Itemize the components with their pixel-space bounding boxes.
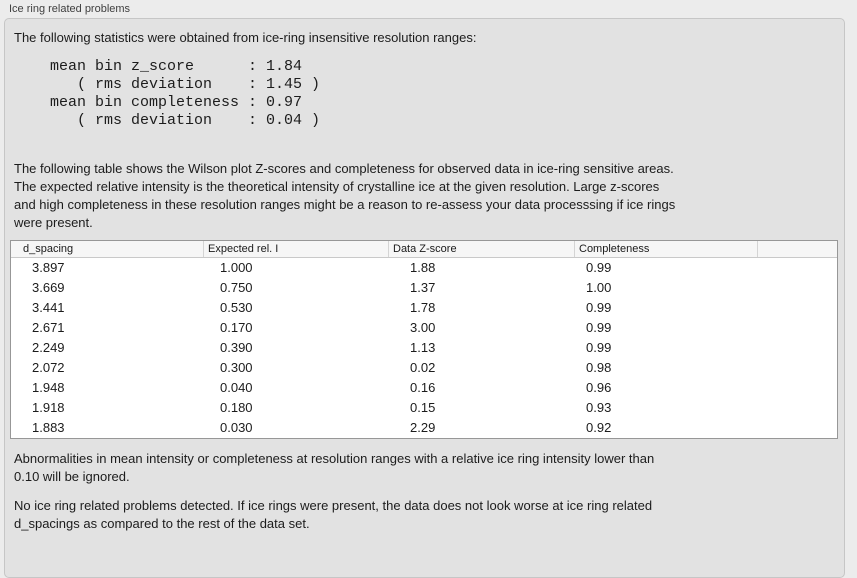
table-row[interactable]: 3.669 0.750 1.37 1.00 xyxy=(11,278,837,298)
cell: 2.29 xyxy=(410,420,436,435)
cell: 3.669 xyxy=(32,280,65,295)
table-row[interactable]: 2.671 0.170 3.00 0.99 xyxy=(11,318,837,338)
cell: 3.00 xyxy=(410,320,436,335)
cell: 2.249 xyxy=(32,340,65,355)
ignore-note-text: Abnormalities in mean intensity or compl… xyxy=(14,451,655,484)
cell: 1.918 xyxy=(32,400,65,415)
cell: 0.170 xyxy=(220,320,253,335)
table-row[interactable]: 1.948 0.040 0.16 0.96 xyxy=(11,378,837,398)
cell: 3.441 xyxy=(32,300,65,315)
cell: 1.00 xyxy=(586,280,612,295)
cell: 0.530 xyxy=(220,300,253,315)
column-header-filler xyxy=(833,241,837,257)
table-row[interactable]: 1.918 0.180 0.15 0.93 xyxy=(11,398,837,418)
cell: 0.99 xyxy=(586,300,612,315)
ice-ring-group-box: The following statistics were obtained f… xyxy=(4,18,845,578)
cell: 0.02 xyxy=(410,360,436,375)
column-header-blank[interactable] xyxy=(757,241,833,257)
cell: 0.16 xyxy=(410,380,436,395)
cell: 0.040 xyxy=(220,380,253,395)
table-row[interactable]: 1.883 0.030 2.29 0.92 xyxy=(11,418,837,438)
cell: 0.99 xyxy=(586,320,612,335)
cell: 1.88 xyxy=(410,260,436,275)
cell: 0.99 xyxy=(586,260,612,275)
ice-ring-resolution-table[interactable]: d_spacing Expected rel. I Data Z-score Comp… xyxy=(10,240,838,439)
cell: 0.93 xyxy=(586,400,612,415)
cell: 1.948 xyxy=(32,380,65,395)
conclusion-text: No ice ring related problems detected. I… xyxy=(14,498,653,531)
cell: 1.37 xyxy=(410,280,436,295)
cell: 0.390 xyxy=(220,340,253,355)
cell: 0.180 xyxy=(220,400,253,415)
cell: 0.96 xyxy=(586,380,612,395)
column-header-d-spacing[interactable]: d_spacing xyxy=(23,243,74,255)
table-header-row: d_spacing Expected rel. I Data Z-score Comp… xyxy=(11,241,837,258)
cell: 0.98 xyxy=(586,360,612,375)
table-description-text: The following table shows the Wilson plo… xyxy=(14,161,676,230)
column-header-data-z-score[interactable]: Data Z-score xyxy=(388,241,574,257)
cell: 0.030 xyxy=(220,420,253,435)
table-row[interactable]: 3.897 1.000 1.88 0.99 xyxy=(11,258,837,278)
cell: 0.15 xyxy=(410,400,436,415)
table-row[interactable]: 2.072 0.300 0.02 0.98 xyxy=(11,358,837,378)
cell: 0.300 xyxy=(220,360,253,375)
stats-block: mean bin z_score : 1.84 ( rms deviation … xyxy=(50,58,321,129)
group-box-title: Ice ring related problems xyxy=(9,3,131,15)
cell: 2.671 xyxy=(32,320,65,335)
column-header-completeness[interactable]: Completeness xyxy=(574,241,757,257)
cell: 1.13 xyxy=(410,340,436,355)
cell: 2.072 xyxy=(32,360,65,375)
cell: 3.897 xyxy=(32,260,65,275)
cell: 0.92 xyxy=(586,420,612,435)
cell: 0.750 xyxy=(220,280,253,295)
table-row[interactable]: 2.249 0.390 1.13 0.99 xyxy=(11,338,837,358)
stats-intro-text: The following statistics were obtained f… xyxy=(14,30,477,45)
cell: 1.883 xyxy=(32,420,65,435)
cell: 0.99 xyxy=(586,340,612,355)
table-row[interactable]: 3.441 0.530 1.78 0.99 xyxy=(11,298,837,318)
cell: 1.78 xyxy=(410,300,436,315)
cell: 1.000 xyxy=(220,260,253,275)
column-header-expected-rel-i[interactable]: Expected rel. I xyxy=(203,241,388,257)
